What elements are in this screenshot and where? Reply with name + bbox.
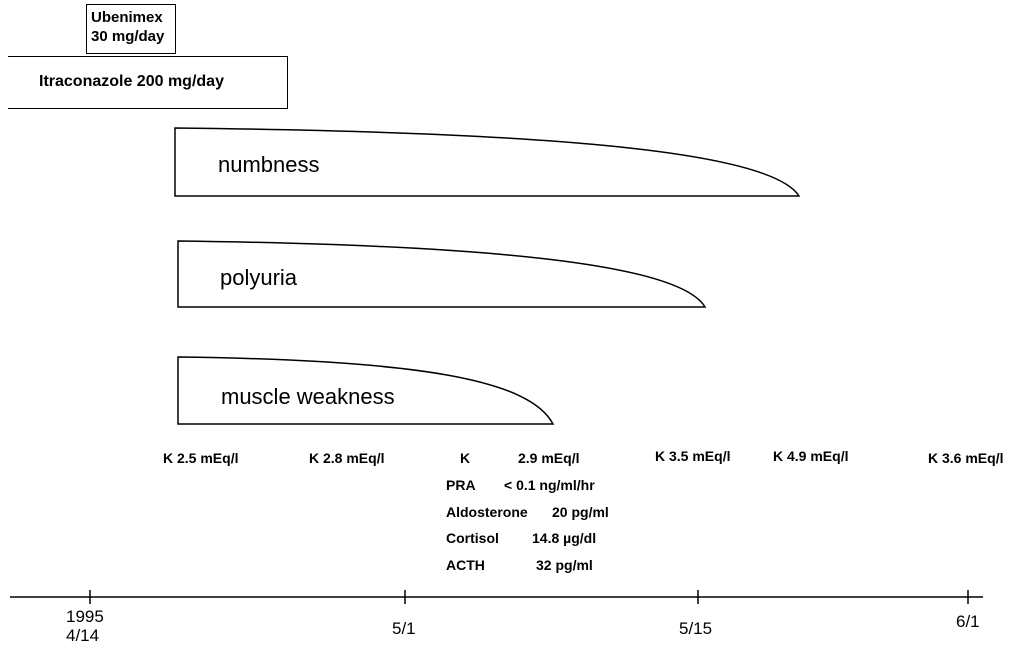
lab-block-k-name: K: [460, 450, 471, 466]
lab-cortisol-value: 14.8 µg/dl: [532, 530, 597, 546]
lab-pra-value: < 0.1 ng/ml/hr: [504, 477, 595, 493]
lab-aldosterone-value: 20 pg/ml: [552, 504, 609, 520]
lab-k-2-8: K 2.8 mEq/l: [309, 450, 385, 466]
symptom-polyuria: polyuria: [220, 265, 298, 290]
ubenimex-name: Ubenimex: [91, 9, 163, 26]
ubenimex-drug-box: Ubenimex 30 mg/day: [86, 4, 176, 54]
lab-cortisol-name: Cortisol: [446, 530, 499, 546]
lab-k-3-5: K 3.5 mEq/l: [655, 448, 731, 464]
axis-label-5-1: 5/1: [392, 619, 416, 638]
ubenimex-dose: 30 mg/day: [91, 28, 165, 45]
symptom-numbness: numbness: [218, 152, 320, 177]
lab-acth-name: ACTH: [446, 557, 485, 573]
lab-pra-name: PRA: [446, 477, 476, 493]
lab-aldosterone-name: Aldosterone: [446, 504, 528, 520]
ubenimex-label: Ubenimex 30 mg/day: [91, 8, 164, 46]
lab-acth-value: 32 pg/ml: [536, 557, 593, 573]
axis-year-label: 1995: [66, 607, 104, 626]
numbness-duration-shape: [174, 127, 801, 197]
lab-block-k-value: 2.9 mEq/l: [518, 450, 580, 466]
lab-k-2-5: K 2.5 mEq/l: [163, 450, 239, 466]
symptom-muscle-weakness: muscle weakness: [221, 384, 395, 409]
lab-k-4-9: K 4.9 mEq/l: [773, 448, 849, 464]
polyuria-duration-shape: [177, 240, 707, 308]
itraconazole-label: Itraconazole 200 mg/day: [39, 73, 224, 90]
muscle-weakness-duration-shape: [177, 356, 555, 425]
axis-label-6-1: 6/1: [956, 612, 980, 631]
axis-label-4-14: 4/14: [66, 626, 100, 645]
lab-k-3-6: K 3.6 mEq/l: [928, 450, 1004, 466]
itraconazole-drug-box: Itraconazole 200 mg/day: [8, 56, 288, 109]
axis-label-5-15: 5/15: [679, 619, 713, 638]
